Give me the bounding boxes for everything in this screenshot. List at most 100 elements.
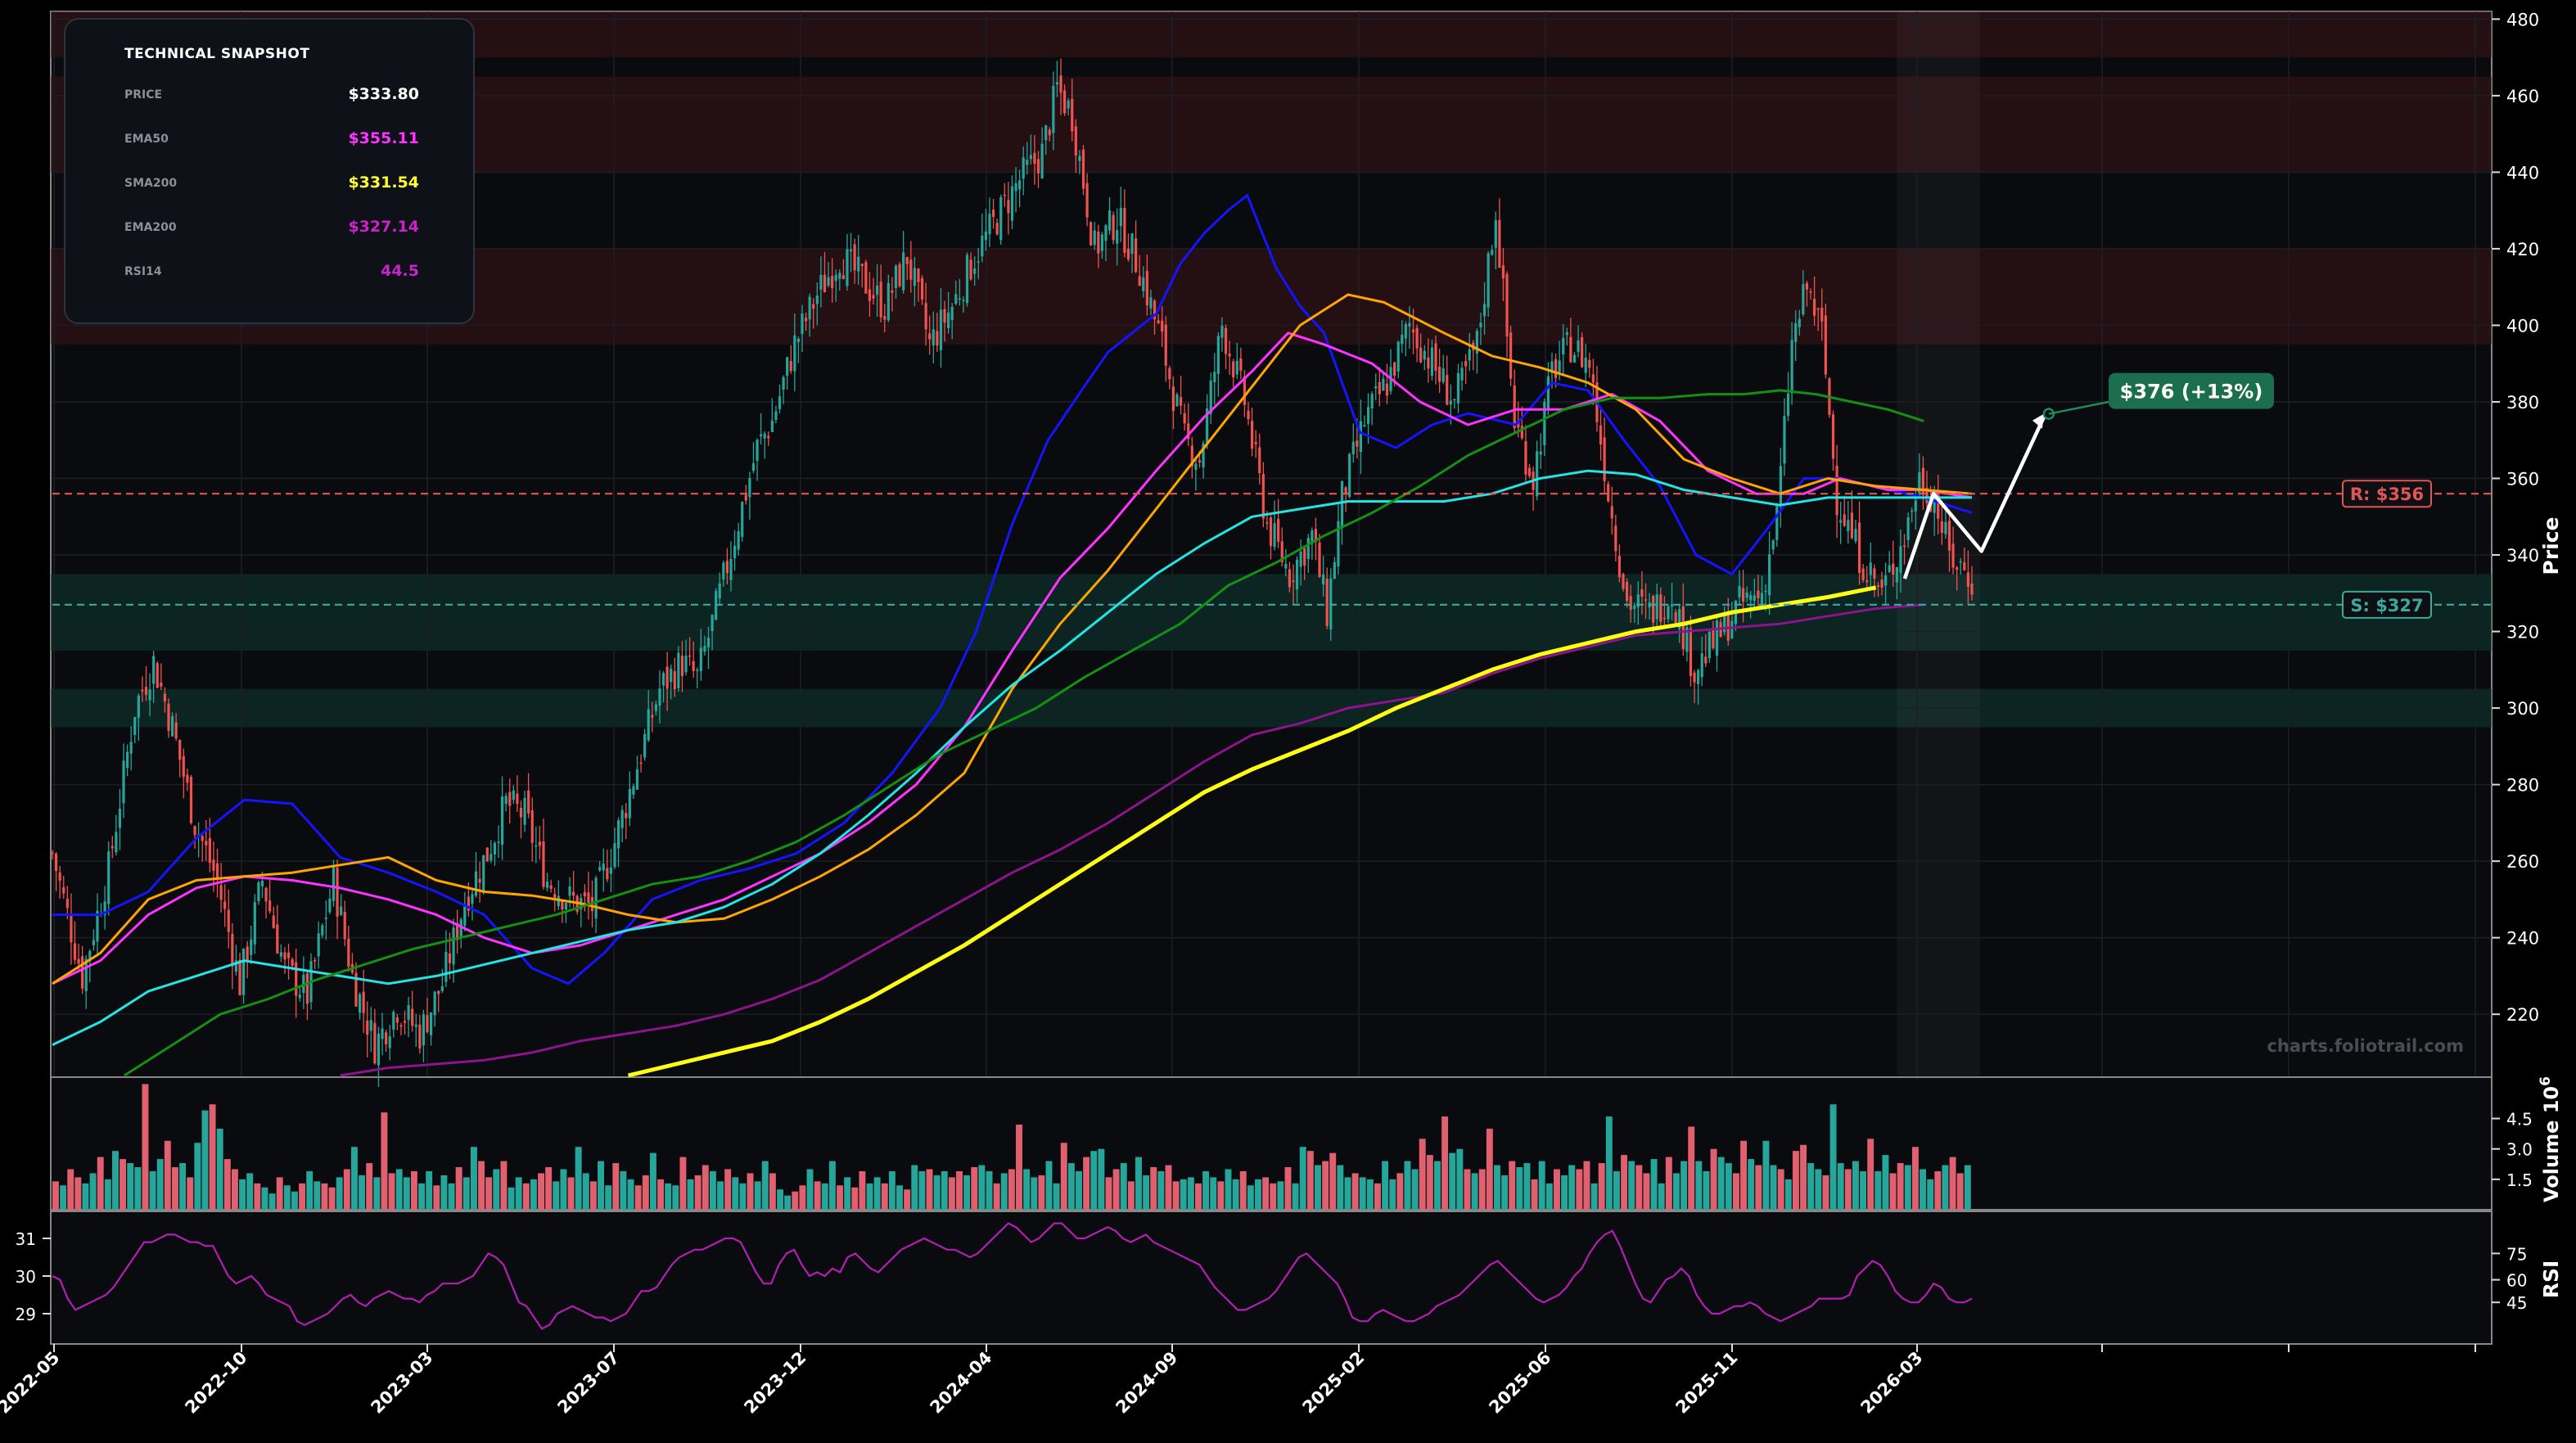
candle-body (516, 793, 519, 805)
volume-bar (956, 1170, 963, 1210)
candle-body (1629, 596, 1632, 610)
candle-body (1363, 425, 1366, 426)
volume-bar (1874, 1170, 1882, 1210)
volume-bar (1411, 1169, 1419, 1210)
candle-body (1044, 125, 1048, 141)
snapshot-row-ema200: EMA200 $327.14 (124, 218, 419, 239)
candle-body (991, 210, 995, 217)
candle-body (606, 868, 609, 880)
candle-body (1052, 85, 1055, 133)
candle-body (883, 316, 886, 320)
volume-bar (1023, 1169, 1031, 1210)
volume-bar (844, 1177, 851, 1210)
candle-body (1441, 368, 1445, 382)
candle-body (684, 655, 688, 673)
candle-body (841, 275, 845, 279)
candle-body (917, 268, 920, 282)
volume-bar (522, 1183, 530, 1210)
candle-body (1786, 394, 1790, 416)
candle-body (661, 673, 665, 686)
price-tick-label: 300 (2506, 699, 2539, 719)
candle-body (770, 420, 774, 432)
candle-body (433, 991, 436, 1016)
candle-body (1854, 529, 1857, 542)
volume-bar (1143, 1175, 1150, 1210)
candle-body (1026, 160, 1029, 165)
price-tick-label: 320 (2506, 623, 2539, 643)
candle-body (628, 788, 631, 818)
snapshot-title: TECHNICAL SNAPSHOT (124, 46, 310, 62)
candle-body (1607, 484, 1610, 502)
volume-bar (403, 1177, 410, 1210)
volume-bar (941, 1170, 948, 1210)
candle-body (1135, 238, 1138, 273)
candle-body (1446, 375, 1449, 405)
candle-body (1933, 498, 1936, 513)
candle-body (696, 670, 699, 671)
candle-body (1513, 385, 1516, 429)
candle-body (1956, 567, 1959, 570)
support-zone (51, 574, 2492, 651)
volume-bar (74, 1177, 82, 1210)
ma-line-ema20 (52, 194, 1973, 985)
candle-body (137, 695, 140, 719)
candle-body (950, 306, 954, 321)
candle-body (1254, 442, 1257, 444)
candle-body (456, 922, 459, 940)
volume-bar (52, 1181, 59, 1210)
volume-bar (1076, 1170, 1082, 1210)
candle-body (362, 991, 365, 1013)
candle-body (902, 252, 905, 291)
candle-body (583, 892, 586, 897)
candle-body (725, 561, 729, 574)
volume-bar (89, 1173, 97, 1210)
candle-body (392, 1012, 395, 1030)
candle-body (219, 885, 223, 900)
snapshot-value: 44.5 (381, 262, 419, 280)
candle-body (1839, 520, 1843, 523)
snapshot-row-ema50: EMA50 $355.11 (124, 129, 419, 151)
candle-body (1112, 214, 1115, 241)
candle-body (1190, 445, 1193, 467)
volume-bar (1210, 1177, 1217, 1210)
candle-body (1798, 318, 1801, 327)
candle-body (1374, 386, 1378, 389)
volume-bar (933, 1175, 941, 1210)
candle-body (1494, 220, 1497, 248)
candle-body (264, 888, 268, 902)
candle-body (1670, 604, 1674, 607)
volume-bar (896, 1185, 903, 1210)
volume-bar (1545, 1183, 1553, 1210)
candle-body (1423, 350, 1426, 360)
volume-bar (1792, 1151, 1799, 1210)
volume-bar (291, 1191, 298, 1210)
candle-body (62, 886, 65, 894)
candle-body (1063, 90, 1067, 114)
candle-body (831, 276, 834, 289)
candle-body (643, 733, 647, 758)
candle-body (234, 960, 238, 972)
candle-body (1382, 378, 1385, 391)
candle-body (65, 898, 69, 909)
volume-bar (649, 1152, 656, 1210)
volume-bar (1000, 1173, 1008, 1210)
candle-body (1899, 546, 1902, 574)
candle-body (1577, 340, 1580, 352)
volume-bar (455, 1167, 462, 1210)
candle-body (324, 918, 327, 919)
candle-body (1581, 337, 1584, 368)
candle-body (1378, 382, 1381, 395)
candle-body (1603, 437, 1606, 481)
volume-bar (1860, 1170, 1867, 1210)
volume-bar (1374, 1183, 1381, 1210)
volume-bar (1150, 1167, 1157, 1210)
technical-snapshot-panel: TECHNICAL SNAPSHOT PRICE $333.80 EMA50 $… (64, 18, 475, 324)
candle-body (1569, 336, 1572, 363)
volume-bar (657, 1179, 664, 1210)
candle-body (928, 333, 932, 340)
candle-body (369, 1020, 372, 1031)
candle-body (1093, 230, 1096, 246)
candle-body (1610, 506, 1613, 519)
volume-bar (1695, 1161, 1703, 1210)
price-tick-label: 400 (2506, 316, 2539, 336)
